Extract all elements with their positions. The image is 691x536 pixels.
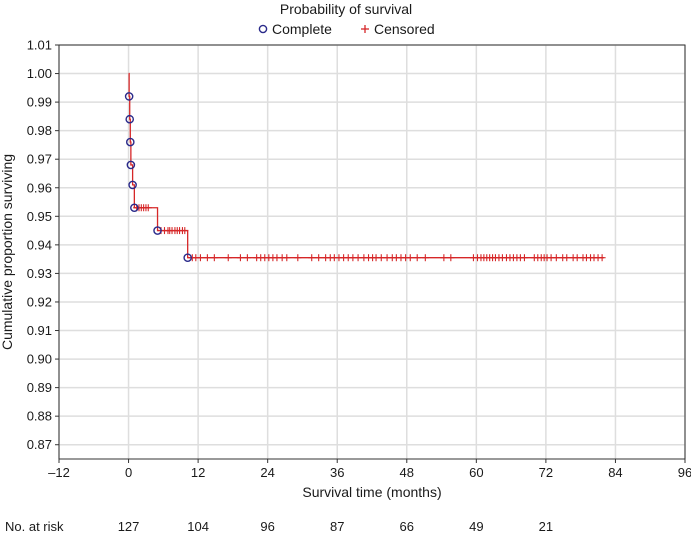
censored-marker <box>196 254 204 262</box>
complete-marker <box>183 253 192 263</box>
legend-complete-label: Complete <box>272 21 332 37</box>
y-tick-label: 0.97 <box>27 152 52 167</box>
complete-marker <box>128 180 137 190</box>
legend: Complete Censored <box>258 21 435 37</box>
risk-count: 21 <box>539 519 553 534</box>
risk-table-label: No. at risk <box>5 519 64 534</box>
x-tick-label: 48 <box>400 465 414 480</box>
x-tick-label: 24 <box>260 465 274 480</box>
x-tick-label: 84 <box>608 465 622 480</box>
censored-marker <box>294 254 302 262</box>
y-tick-label: 0.89 <box>27 380 52 395</box>
complete-marker <box>124 92 134 101</box>
censored-marker <box>563 254 571 262</box>
y-tick-label: 0.96 <box>27 180 52 195</box>
y-tick-label: 0.95 <box>27 209 52 224</box>
plot-frame <box>58 44 686 460</box>
complete-marker <box>126 160 136 170</box>
censored-marker <box>552 254 560 262</box>
risk-count: 127 <box>118 519 140 534</box>
censored-marker <box>210 254 218 262</box>
x-tick-label: 12 <box>191 465 205 480</box>
risk-count: 87 <box>330 519 344 534</box>
censored-marker <box>243 254 251 262</box>
survival-curve <box>128 72 604 259</box>
censored-marker <box>421 254 429 262</box>
risk-count: 104 <box>187 519 209 534</box>
censored-marker <box>447 254 455 262</box>
risk-table: No. at risk 127 104 96 87 66 49 21 <box>5 519 553 534</box>
censored-markers <box>133 204 606 262</box>
survival-step-line <box>128 72 604 259</box>
y-tick-label: 0.94 <box>27 237 52 252</box>
y-tick-label: 0.98 <box>27 123 52 138</box>
x-tick-label: 72 <box>539 465 553 480</box>
x-tick-label: 0 <box>125 465 132 480</box>
y-tick-label: 0.88 <box>27 409 52 424</box>
y-tick-label: 0.92 <box>27 294 52 309</box>
y-tick-label: 0.91 <box>27 323 52 338</box>
y-tick-label: 1.01 <box>27 38 52 53</box>
legend-censored-label: Censored <box>374 21 435 37</box>
chart-title: Probability of survival <box>280 1 412 17</box>
legend-censored-marker <box>361 25 369 33</box>
censored-marker <box>315 254 323 262</box>
grid <box>58 44 686 459</box>
y-tick-label: 0.90 <box>27 352 52 367</box>
risk-count: 66 <box>400 519 414 534</box>
censored-marker <box>144 204 152 212</box>
x-tick-label: 36 <box>330 465 344 480</box>
y-axis-label: Cumulative proportion surviving <box>0 154 15 350</box>
x-axis-label: Survival time (months) <box>302 484 441 500</box>
complete-marker <box>125 137 135 147</box>
complete-marker <box>130 203 139 213</box>
x-axis: –12 0 12 24 36 48 60 72 84 96 <box>48 459 691 480</box>
y-tick-label: 0.93 <box>27 266 52 281</box>
censored-marker <box>598 254 606 262</box>
censored-marker <box>406 254 414 262</box>
x-tick-label: 60 <box>469 465 483 480</box>
risk-count: 96 <box>260 519 274 534</box>
complete-markers <box>124 92 192 263</box>
censored-marker <box>181 227 189 235</box>
complete-marker <box>153 226 162 235</box>
y-tick-label: 0.99 <box>27 95 52 110</box>
censored-marker <box>520 254 528 262</box>
y-tick-label: 0.87 <box>27 437 52 452</box>
y-tick-label: 1.00 <box>27 66 52 81</box>
censored-marker <box>203 254 211 262</box>
x-tick-label: –12 <box>48 465 70 480</box>
risk-count: 49 <box>469 519 483 534</box>
y-axis: 0.87 0.88 0.89 0.90 0.91 0.92 0.93 0.94 0.95 0.96… <box>27 38 59 452</box>
legend-complete-marker <box>258 24 268 34</box>
censored-marker <box>236 254 244 262</box>
censored-marker <box>308 254 316 262</box>
censored-marker <box>224 254 232 262</box>
censored-marker <box>283 254 291 262</box>
censored-marker <box>413 254 421 262</box>
x-tick-label: 96 <box>678 465 691 480</box>
complete-marker <box>125 114 135 124</box>
censored-marker <box>440 254 448 262</box>
